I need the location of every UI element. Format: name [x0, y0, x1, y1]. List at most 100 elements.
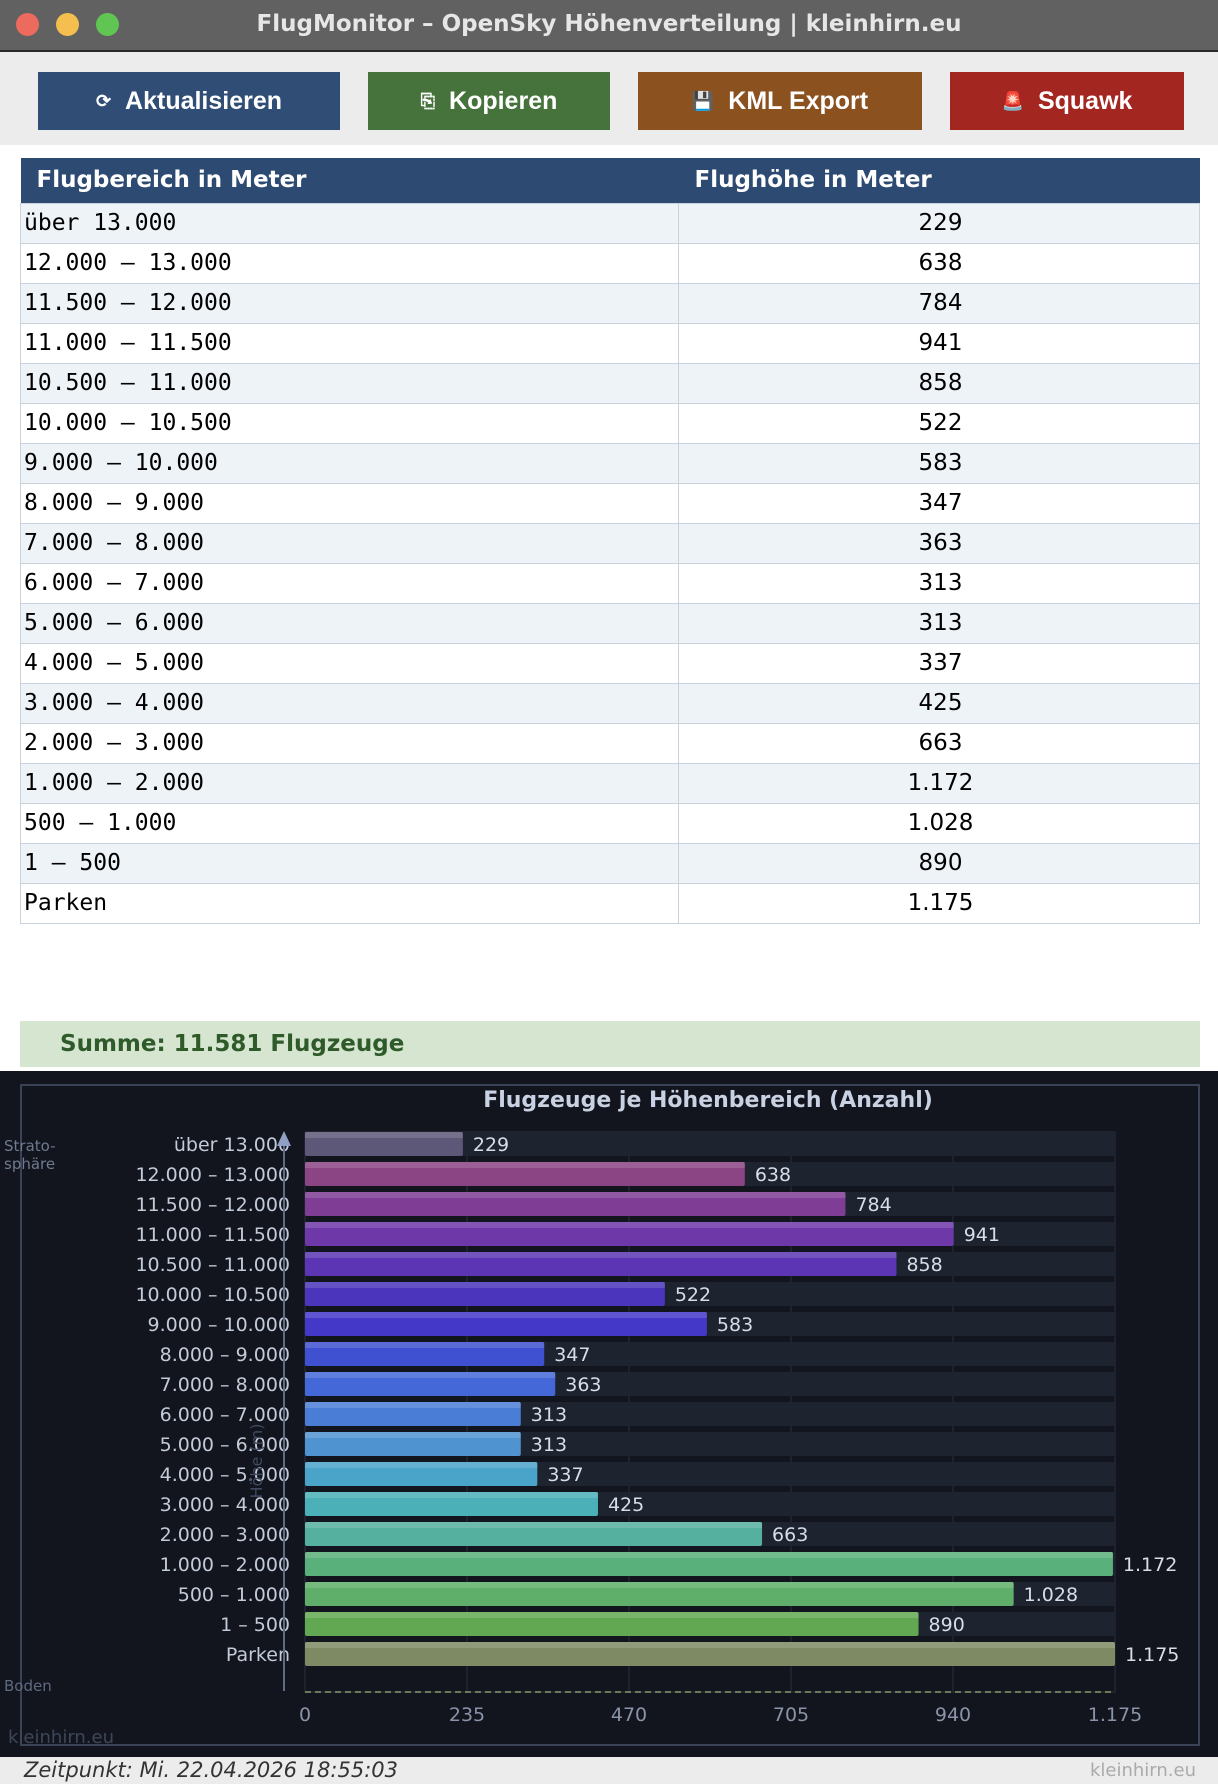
table-row[interactable]: 4.000 – 5.000 337: [20, 642, 1200, 684]
chart-title: Flugzeuge je Höhenbereich (Anzahl): [483, 1088, 933, 1113]
y-tick-label: 4.000 – 5.000: [160, 1464, 290, 1486]
bar[interactable]: [305, 1312, 707, 1336]
y-tick-label: 11.500 – 12.000: [135, 1194, 290, 1216]
bar-highlight: [305, 1132, 463, 1138]
bar[interactable]: [305, 1162, 745, 1186]
close-window-button[interactable]: [16, 13, 39, 36]
table-row[interactable]: 7.000 – 8.000 363: [20, 522, 1200, 564]
table-row[interactable]: 1 – 500 890: [20, 842, 1200, 884]
x-tick-label: 470: [611, 1704, 647, 1726]
table-row[interactable]: 5.000 – 6.000 313: [20, 602, 1200, 644]
toolbar: ⟳ Aktualisieren ⎘ Kopieren 💾 KML Export 🚨 Sq…: [0, 52, 1218, 145]
stratosphere-label: Strato-: [4, 1137, 56, 1155]
table-row[interactable]: 500 – 1.000 1.028: [20, 802, 1200, 844]
count-cell: 583: [678, 442, 1200, 484]
summary-bar: Summe: 11.581 Flugzeuge: [20, 1021, 1200, 1067]
range-cell: 11.500 – 12.000: [20, 282, 679, 324]
count-cell: 638: [678, 242, 1200, 284]
table-row[interactable]: 9.000 – 10.000 583: [20, 442, 1200, 484]
y-tick-label: über 13.000: [174, 1134, 290, 1156]
count-cell: 229: [678, 202, 1200, 244]
y-tick-label: 8.000 – 9.000: [160, 1344, 290, 1366]
bar-value-label: 1.172: [1123, 1554, 1177, 1576]
bar[interactable]: [305, 1612, 919, 1636]
floppy-disk-icon: 💾: [691, 90, 715, 111]
bar-value-label: 663: [772, 1524, 808, 1546]
table-row[interactable]: über 13.000 229: [20, 202, 1200, 244]
range-cell: über 13.000: [20, 202, 679, 244]
bar-highlight: [305, 1432, 521, 1438]
range-cell: 6.000 – 7.000: [20, 562, 679, 604]
bar[interactable]: [305, 1462, 538, 1486]
bar-value-label: 363: [565, 1374, 601, 1396]
bar-highlight: [305, 1612, 919, 1618]
bar-value-label: 1.028: [1024, 1584, 1078, 1606]
bar[interactable]: [305, 1582, 1014, 1606]
bar-highlight: [305, 1342, 545, 1348]
count-cell: 858: [678, 362, 1200, 404]
bar[interactable]: [305, 1252, 897, 1276]
column-header-range[interactable]: Flugbereich in Meter: [20, 158, 679, 203]
range-cell: 11.000 – 11.500: [20, 322, 679, 364]
refresh-icon: ⟳: [95, 90, 112, 111]
bar-value-label: 337: [547, 1464, 583, 1486]
x-tick-label: 1.175: [1088, 1704, 1142, 1726]
bar[interactable]: [305, 1492, 598, 1516]
refresh-button[interactable]: ⟳ Aktualisieren: [38, 72, 340, 130]
copy-button[interactable]: ⎘ Kopieren: [368, 72, 610, 130]
bar[interactable]: [305, 1282, 665, 1306]
table-row[interactable]: 8.000 – 9.000 347: [20, 482, 1200, 524]
bar[interactable]: [305, 1342, 545, 1366]
table-row[interactable]: 6.000 – 7.000 313: [20, 562, 1200, 604]
table-row[interactable]: 1.000 – 2.000 1.172: [20, 762, 1200, 804]
bar-highlight: [305, 1252, 897, 1258]
squawk-label: Squawk: [1037, 86, 1133, 115]
squawk-button[interactable]: 🚨 Squawk: [950, 72, 1184, 130]
maximize-window-button[interactable]: [96, 13, 119, 36]
range-cell: 7.000 – 8.000: [20, 522, 679, 564]
range-cell: 1 – 500: [20, 842, 679, 884]
x-tick-label: 705: [773, 1704, 809, 1726]
bar-highlight: [305, 1222, 954, 1228]
table-row[interactable]: 3.000 – 4.000 425: [20, 682, 1200, 724]
bar[interactable]: [305, 1552, 1113, 1576]
table-row[interactable]: Parken 1.175: [20, 882, 1200, 924]
bar[interactable]: [305, 1522, 763, 1546]
bar-highlight: [305, 1492, 598, 1498]
footer-brand: kleinhirn.eu: [1089, 1760, 1196, 1781]
bar[interactable]: [305, 1432, 521, 1456]
bar[interactable]: [305, 1192, 846, 1216]
bar[interactable]: [305, 1642, 1115, 1666]
bar-highlight: [305, 1522, 763, 1528]
y-tick-label: 11.000 – 11.500: [135, 1224, 290, 1246]
chart-panel: Flugzeuge je Höhenbereich (Anzahl) 0 235 47…: [0, 1071, 1218, 1757]
bar-value-label: 522: [675, 1284, 711, 1306]
table-row[interactable]: 2.000 – 3.000 663: [20, 722, 1200, 764]
y-axis-label: Höhe (m): [247, 1424, 266, 1499]
table-row[interactable]: 11.000 – 11.500 941: [20, 322, 1200, 364]
arrow-up-icon: [277, 1131, 291, 1146]
bar[interactable]: [305, 1402, 521, 1426]
bar[interactable]: [305, 1222, 954, 1246]
bar-value-label: 941: [964, 1224, 1000, 1246]
count-cell: 1.172: [678, 762, 1200, 804]
y-tick-label: 9.000 – 10.000: [148, 1314, 290, 1336]
bar-value-label: 347: [554, 1344, 590, 1366]
y-tick-label: Parken: [226, 1644, 290, 1666]
range-cell: 2.000 – 3.000: [20, 722, 679, 764]
bar[interactable]: [305, 1132, 463, 1156]
table-row[interactable]: 11.500 – 12.000 784: [20, 282, 1200, 324]
status-bar: Zeitpunkt: Mi. 22.04.2026 18:55:03 klein…: [0, 1757, 1218, 1784]
table-row[interactable]: 10.500 – 11.000 858: [20, 362, 1200, 404]
column-header-altitude[interactable]: Flughöhe in Meter: [678, 158, 1200, 203]
table-row[interactable]: 12.000 – 13.000 638: [20, 242, 1200, 284]
count-cell: 313: [678, 562, 1200, 604]
count-cell: 337: [678, 642, 1200, 684]
minimize-window-button[interactable]: [56, 13, 79, 36]
bar-highlight: [305, 1582, 1014, 1588]
siren-icon: 🚨: [1001, 90, 1024, 111]
bar-highlight: [305, 1402, 521, 1408]
bar[interactable]: [305, 1372, 556, 1396]
kml-export-button[interactable]: 💾 KML Export: [638, 72, 922, 130]
table-row[interactable]: 10.000 – 10.500 522: [20, 402, 1200, 444]
